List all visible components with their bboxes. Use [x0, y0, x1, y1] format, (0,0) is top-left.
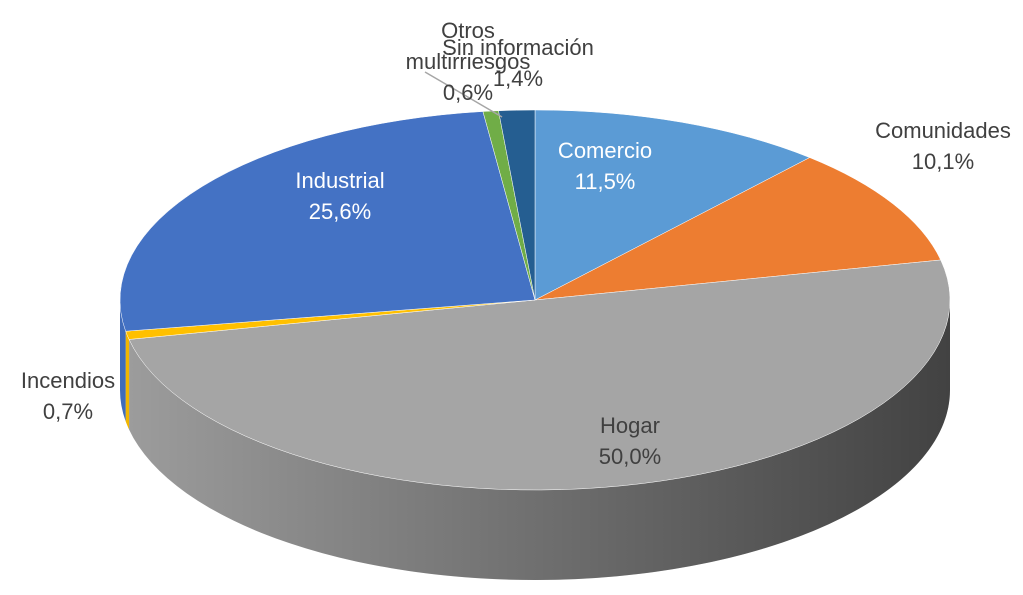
value-label: 0,6%	[442, 80, 494, 105]
value-label: 11,5%	[574, 169, 636, 194]
value-label: 25,6%	[308, 199, 372, 224]
data-label: Hogar 50,0%	[599, 410, 661, 472]
category-label: Comunidades	[875, 118, 1011, 143]
value-label: 0,7%	[42, 399, 94, 424]
data-label: Industrial 25,6%	[295, 165, 384, 227]
pie-slice	[119, 111, 536, 332]
data-label: Comunidades 10,1%	[875, 115, 1011, 177]
category-label: Sin información	[442, 35, 594, 60]
category-label: Otros multirriesgos	[405, 18, 531, 74]
data-label: Sin información 1,4%	[442, 32, 594, 94]
pie-slice	[128, 259, 951, 491]
category-label: Hogar	[600, 413, 660, 438]
data-label: Incendios 0,7%	[21, 365, 115, 427]
category-label: Industrial	[295, 168, 385, 193]
data-label: Otros multirriesgos 0,6%	[393, 15, 543, 108]
value-label: 10,1%	[911, 149, 975, 174]
data-label: Comercio 11,5%	[558, 135, 652, 197]
category-label: Incendios	[20, 368, 116, 393]
pie-slice	[534, 109, 811, 301]
side-shading	[120, 300, 950, 580]
pie-slice	[534, 157, 942, 301]
value-label: 50,0%	[598, 444, 662, 469]
category-label: Comercio	[557, 138, 653, 163]
pie-slice	[498, 109, 536, 301]
leader-line	[424, 71, 503, 118]
value-label: 1,4%	[492, 66, 544, 91]
